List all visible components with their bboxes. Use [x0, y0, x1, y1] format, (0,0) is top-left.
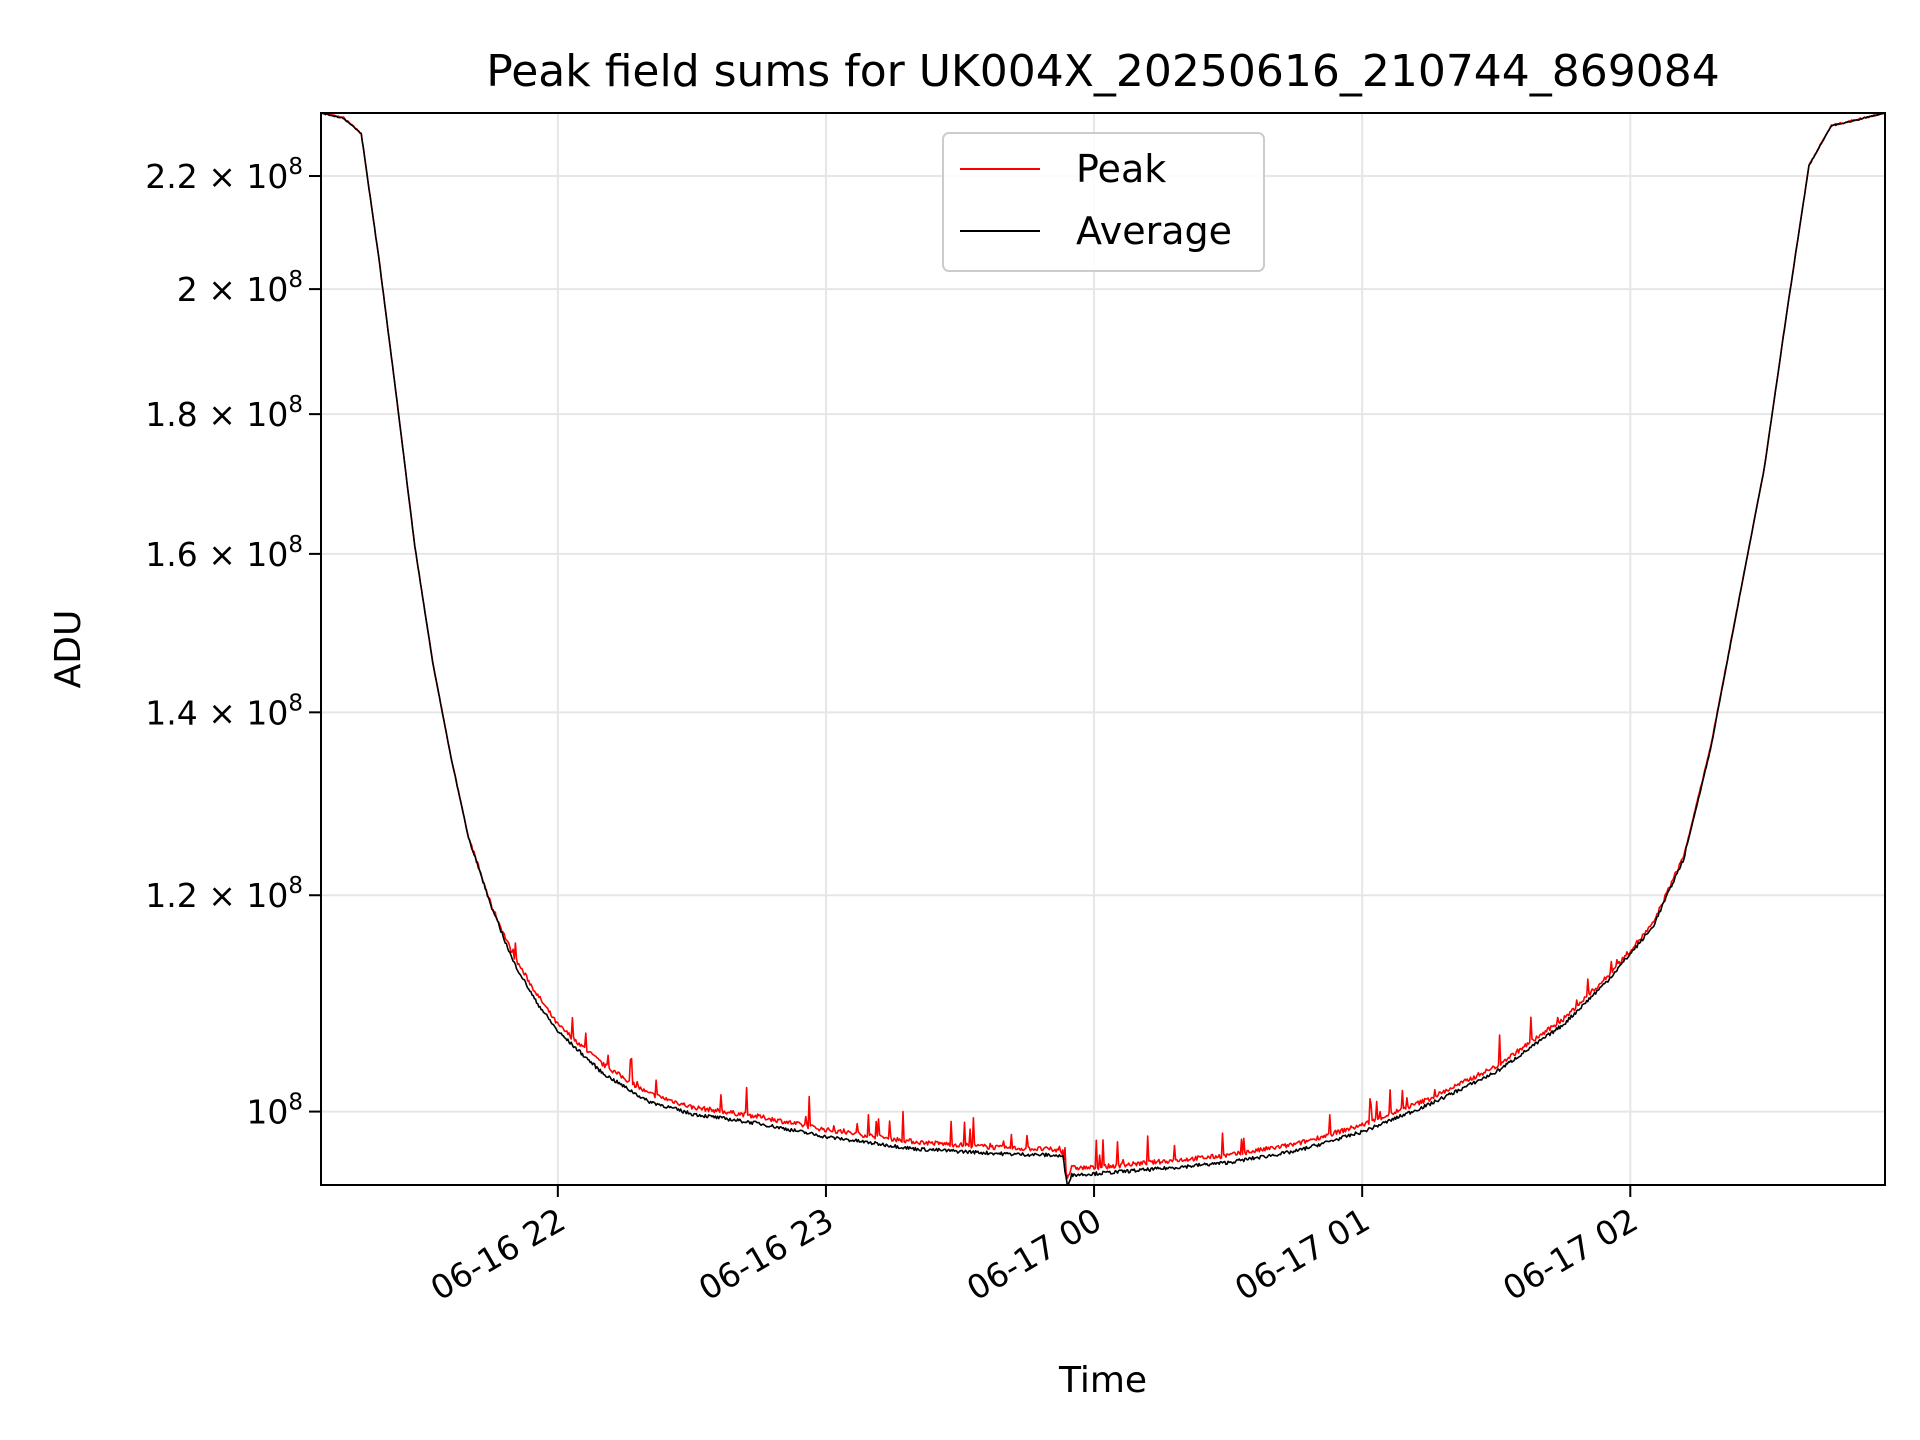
chart-title: Peak field sums for UK004X_20250616_2107… [486, 46, 1720, 97]
plot-lines [320, 112, 1886, 1186]
y-tick-label: 1.8 × 108 [145, 392, 303, 434]
y-tick-label: 1.6 × 108 [145, 532, 303, 574]
y-tick-label: 1.2 × 108 [145, 873, 303, 915]
series-line-peak [320, 112, 1885, 1180]
grid [321, 113, 1885, 1185]
plot-frame [320, 112, 1886, 1186]
legend-label-peak: Peak [1076, 147, 1166, 191]
y-tick-label: 1.4 × 108 [145, 690, 303, 732]
legend-frame [942, 132, 1265, 272]
y-tick-label: 2 × 108 [177, 267, 303, 309]
legend: Peak Average [942, 132, 1265, 272]
legend-label-average: Average [1076, 209, 1232, 253]
series-line-average [320, 112, 1886, 1186]
y-tick-label: 2.2 × 108 [145, 154, 303, 196]
y-axis-label: ADU [48, 610, 89, 689]
x-axis-label: Time [1058, 1360, 1147, 1401]
